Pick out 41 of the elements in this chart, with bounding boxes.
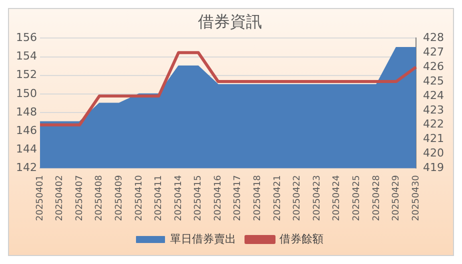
- y-tick-label: 142: [16, 161, 37, 174]
- y-tick-label: 148: [16, 105, 37, 118]
- y2-tick-label: 419: [423, 161, 444, 174]
- x-tick-label: 20250409: [114, 174, 124, 222]
- y-tick-label: 150: [16, 86, 37, 100]
- x-tick-label: 20250408: [94, 174, 105, 222]
- chart-title: 借券資訊: [198, 12, 262, 31]
- legend-label: 單日借券賣出: [170, 232, 236, 246]
- x-tick-label: 20250417: [233, 175, 244, 222]
- x-tick-label: 20250423: [312, 175, 322, 222]
- x-tick-label: 20250415: [194, 175, 204, 222]
- x-tick-label: 20250422: [292, 175, 303, 222]
- legend-label: 借券餘額: [280, 232, 324, 246]
- y2-tick-label: 427: [423, 46, 444, 59]
- x-tick-label: 20250401: [35, 175, 46, 222]
- y2-tick-label: 420: [423, 146, 444, 160]
- x-tick-label: 20250430: [411, 174, 422, 222]
- y2-tick-label: 425: [423, 74, 444, 88]
- x-tick-label: 20250414: [174, 174, 184, 222]
- x-tick-label: 20250421: [272, 175, 283, 222]
- x-tick-label: 20250428: [372, 174, 382, 222]
- y-tick-label: 156: [16, 31, 37, 44]
- x-tick-label: 20250402: [55, 175, 66, 222]
- y2-tick-label: 424: [423, 88, 444, 102]
- x-tick-label: 20250407: [74, 175, 85, 222]
- y2-tick-label: 426: [423, 60, 444, 73]
- x-tick-label: 20250416: [213, 174, 224, 222]
- y-tick-label: 144: [16, 142, 37, 156]
- y-tick-label: 152: [16, 68, 37, 82]
- y-tick-label: 154: [16, 50, 37, 63]
- x-tick-label: 20250410: [134, 174, 144, 222]
- x-tick-label: 20250411: [154, 175, 164, 222]
- y-tick-label: 146: [16, 124, 37, 137]
- y2-tick-label: 428: [423, 31, 444, 44]
- y2-tick-label: 422: [423, 118, 444, 131]
- y2-tick-label: 423: [423, 103, 444, 116]
- y2-tick-label: 421: [423, 132, 444, 146]
- x-tick-label: 20250425: [352, 175, 362, 222]
- x-tick-label: 20250424: [332, 174, 342, 222]
- x-tick-label: 20250418: [253, 174, 264, 222]
- x-tick-label: 20250429: [392, 174, 402, 222]
